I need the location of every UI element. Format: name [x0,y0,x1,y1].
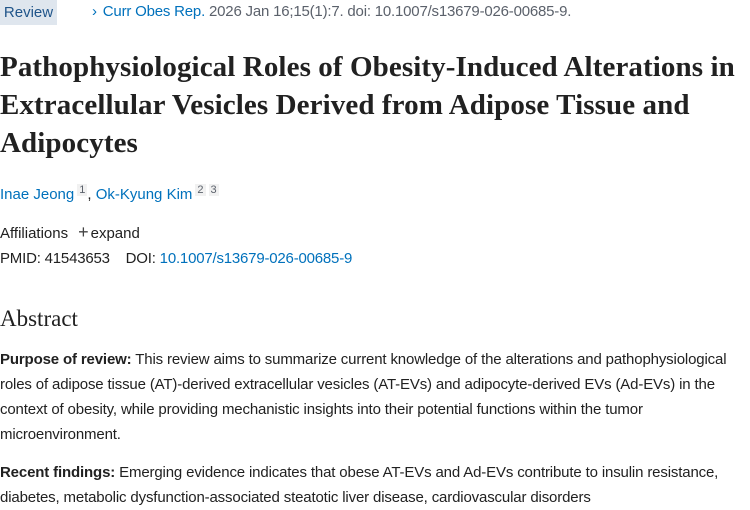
author-link[interactable]: Inae Jeong [0,186,75,203]
abstract-heading: Abstract [0,306,78,331]
authors-list: Inae Jeong 1, Ok-Kyung Kim 2 3 [0,184,219,203]
journal-link[interactable]: Curr Obes Rep. [102,3,206,20]
section-text: This review aims to summarize current kn… [0,351,727,443]
abstract-purpose: Purpose of review: This review aims to s… [0,347,748,447]
page-title: Pathophysiological Roles of Obesity-Indu… [0,51,735,159]
affiliations-label: Affiliations [0,225,69,242]
affiliations-toggle[interactable]: Affiliations + expand [0,222,140,243]
section-label: Recent findings: [0,464,116,481]
doi-label: DOI: [125,250,156,267]
affiliation-ref[interactable]: 1 [77,184,88,196]
affiliation-ref[interactable]: 3 [208,184,219,196]
affiliation-ref[interactable]: 2 [195,184,206,196]
citation-line: › Curr Obes Rep. 2026 Jan 16;15(1):7. doi… [92,3,571,20]
expand-label[interactable]: expand [90,225,140,242]
article-type-badge: Review [0,0,57,25]
plus-icon: + [78,222,89,242]
doi-link[interactable]: 10.1007/s13679-026-00685-9 [159,250,353,267]
pmid-value: 41543653 [44,250,110,267]
citation-text: 2026 Jan 16;15(1):7. doi: 10.1007/s13679… [205,3,572,20]
abstract-findings: Recent findings: Emerging evidence indic… [0,460,748,510]
author-link[interactable]: Ok-Kyung Kim [95,186,193,203]
chevron-right-icon: › [92,3,97,20]
section-label: Purpose of review: [0,351,132,368]
identifiers: PMID: 41543653 DOI: 10.1007/s13679-026-0… [0,250,352,267]
pmid-label: PMID: [0,250,41,267]
